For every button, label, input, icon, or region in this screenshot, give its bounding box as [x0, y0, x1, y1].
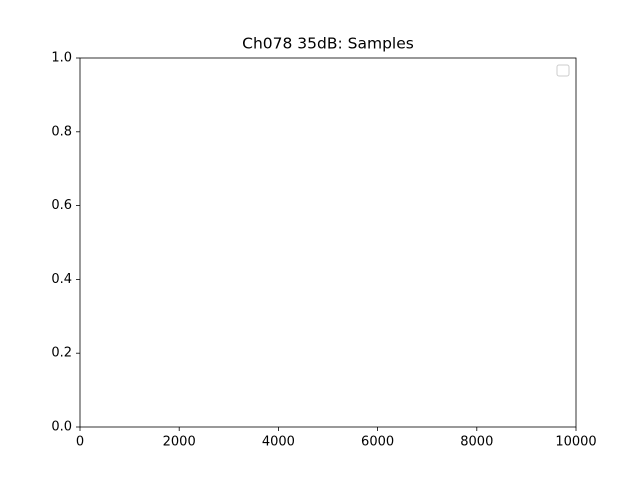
chart-title: Ch078 35dB: Samples — [242, 35, 414, 53]
x-tick-label: 6000 — [361, 435, 394, 450]
x-tick-label: 0 — [76, 435, 84, 450]
x-tick-label: 8000 — [460, 435, 493, 450]
x-tick-label: 10000 — [555, 435, 596, 450]
y-tick-label: 0.4 — [51, 272, 72, 287]
y-tick-label: 0.0 — [51, 420, 72, 435]
x-tick-label: 2000 — [163, 435, 196, 450]
y-tick-label: 0.8 — [51, 124, 72, 139]
y-tick-label: 1.0 — [51, 51, 72, 66]
y-tick-label: 0.6 — [51, 198, 72, 213]
plot-frame — [79, 57, 577, 428]
legend — [556, 64, 570, 77]
x-tick-label: 4000 — [262, 435, 295, 450]
y-tick-label: 0.2 — [51, 346, 72, 361]
